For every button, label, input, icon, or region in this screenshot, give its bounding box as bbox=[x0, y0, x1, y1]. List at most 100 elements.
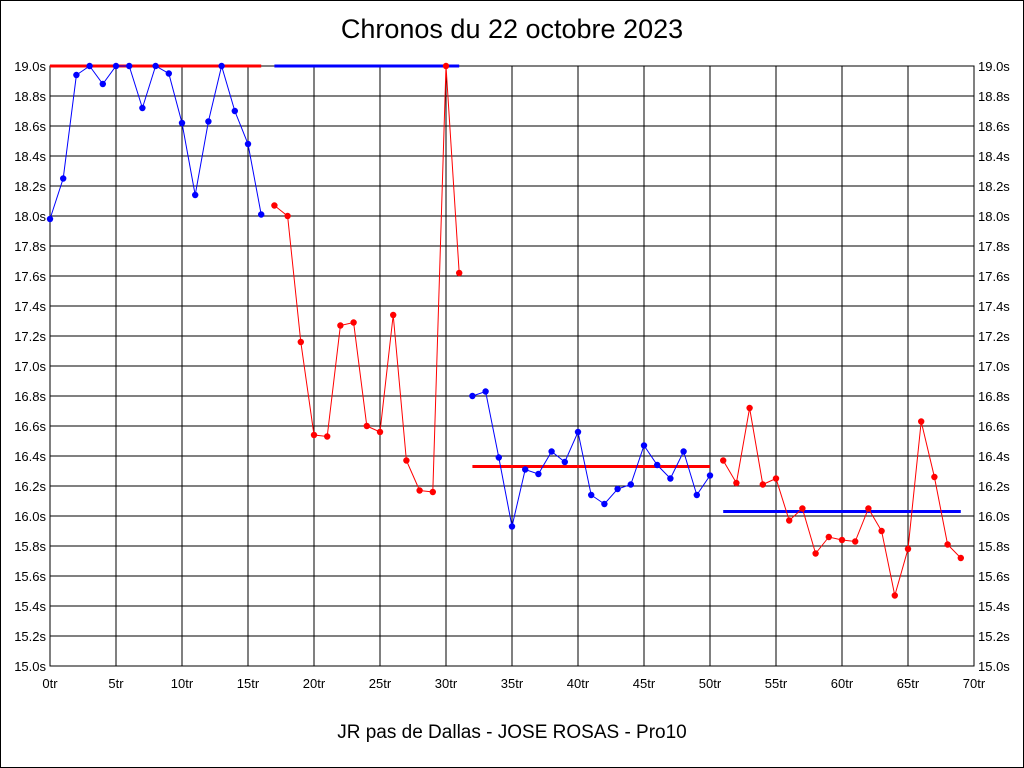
data-point bbox=[812, 550, 819, 557]
x-tick-label: 35tr bbox=[501, 676, 524, 691]
y-tick-label-right: 15.6s bbox=[978, 569, 1010, 584]
data-point bbox=[535, 470, 542, 478]
y-tick-label-left: 18.0s bbox=[14, 209, 46, 224]
data-point bbox=[258, 211, 265, 218]
data-point bbox=[680, 448, 687, 455]
data-point bbox=[218, 62, 225, 70]
data-point bbox=[337, 322, 344, 329]
data-point bbox=[588, 491, 595, 499]
data-point bbox=[60, 175, 67, 182]
data-point bbox=[231, 107, 238, 115]
y-tick-label-left: 18.2s bbox=[14, 179, 46, 194]
data-point bbox=[469, 392, 476, 400]
y-tick-label-left: 15.4s bbox=[14, 599, 46, 614]
y-tick-label-right: 16.4s bbox=[978, 449, 1010, 464]
y-tick-label-right: 16.0s bbox=[978, 509, 1010, 524]
data-point bbox=[772, 475, 780, 482]
y-tick-label-right: 17.8s bbox=[978, 239, 1010, 254]
data-point bbox=[390, 311, 397, 319]
data-point bbox=[720, 457, 727, 464]
series-line bbox=[49, 64, 262, 220]
x-tick-label: 25tr bbox=[369, 676, 392, 691]
data-point bbox=[284, 212, 291, 220]
data-point bbox=[429, 488, 436, 496]
data-point bbox=[456, 269, 463, 277]
data-point bbox=[416, 487, 423, 494]
data-point bbox=[310, 431, 318, 439]
y-tick-label-left: 18.4s bbox=[14, 149, 46, 164]
x-tick-label: 20tr bbox=[303, 676, 326, 691]
data-point bbox=[601, 500, 608, 508]
data-point bbox=[759, 481, 766, 488]
data-point bbox=[878, 527, 885, 535]
y-tick-label-left: 15.6s bbox=[14, 569, 46, 584]
data-point bbox=[442, 62, 450, 70]
x-tick-label: 10tr bbox=[171, 676, 194, 691]
data-point bbox=[482, 388, 489, 395]
x-tick-label: 5tr bbox=[108, 676, 124, 691]
y-tick-label-left: 17.2s bbox=[14, 329, 46, 344]
data-point bbox=[165, 70, 172, 77]
data-point bbox=[178, 119, 186, 127]
y-tick-label-right: 18.8s bbox=[978, 89, 1010, 104]
y-tick-label-right: 15.2s bbox=[978, 629, 1010, 644]
series bbox=[46, 62, 265, 223]
data-point bbox=[126, 62, 133, 70]
data-point bbox=[350, 319, 357, 326]
x-tick-label: 0tr bbox=[42, 676, 58, 691]
data-point bbox=[297, 338, 304, 346]
y-tick-label-right: 15.0s bbox=[978, 659, 1010, 674]
data-point bbox=[944, 541, 951, 548]
y-tick-label-right: 18.0s bbox=[978, 209, 1010, 224]
data-point bbox=[627, 481, 634, 488]
data-point bbox=[852, 538, 859, 545]
data-point bbox=[139, 104, 146, 112]
y-tick-label-right: 19.0s bbox=[978, 59, 1010, 74]
data-point bbox=[561, 458, 568, 466]
y-tick-label-right: 17.4s bbox=[978, 299, 1010, 314]
y-tick-label-left: 16.0s bbox=[14, 509, 46, 524]
data-point bbox=[667, 475, 674, 482]
data-point bbox=[152, 62, 159, 70]
data-point bbox=[957, 554, 964, 562]
x-tick-label: 45tr bbox=[633, 676, 656, 691]
y-tick-label-left: 16.2s bbox=[14, 479, 46, 494]
data-point bbox=[205, 118, 212, 125]
data-point bbox=[271, 202, 278, 209]
chart-title: Chronos du 22 octobre 2023 bbox=[340, 14, 684, 44]
y-tick-label-left: 17.4s bbox=[14, 299, 46, 314]
y-tick-label-left: 18.8s bbox=[14, 89, 46, 104]
y-tick-label-right: 18.4s bbox=[978, 149, 1010, 164]
data-point bbox=[495, 454, 502, 461]
data-point bbox=[799, 505, 806, 512]
y-tick-label-right: 15.8s bbox=[978, 539, 1010, 554]
data-point bbox=[918, 418, 925, 425]
y-tick-label-right: 16.8s bbox=[978, 389, 1010, 404]
y-tick-label-left: 16.6s bbox=[14, 419, 46, 434]
x-tick-label: 55tr bbox=[765, 676, 788, 691]
y-tick-label-left: 19.0s bbox=[14, 59, 46, 74]
data-point bbox=[363, 422, 370, 430]
y-tick-label-left: 15.8s bbox=[14, 539, 46, 554]
y-tick-label-left: 16.8s bbox=[14, 389, 46, 404]
data-point bbox=[522, 466, 529, 473]
series bbox=[720, 404, 964, 599]
data-point bbox=[891, 592, 898, 599]
data-point bbox=[244, 140, 252, 148]
x-tick-label: 40tr bbox=[567, 676, 590, 691]
data-point bbox=[614, 485, 621, 493]
y-tick-label-right: 18.6s bbox=[978, 119, 1010, 134]
data-point bbox=[508, 523, 516, 530]
x-tick-label: 60tr bbox=[831, 676, 854, 691]
data-point bbox=[838, 536, 846, 544]
x-tick-label: 50tr bbox=[699, 676, 722, 691]
data-point bbox=[825, 533, 832, 541]
y-tick-label-left: 17.8s bbox=[14, 239, 46, 254]
y-tick-label-right: 17.2s bbox=[978, 329, 1010, 344]
data-point bbox=[733, 479, 740, 487]
data-point bbox=[403, 457, 410, 464]
data-point bbox=[46, 215, 54, 223]
data-point bbox=[693, 491, 700, 499]
data-point bbox=[574, 428, 582, 436]
